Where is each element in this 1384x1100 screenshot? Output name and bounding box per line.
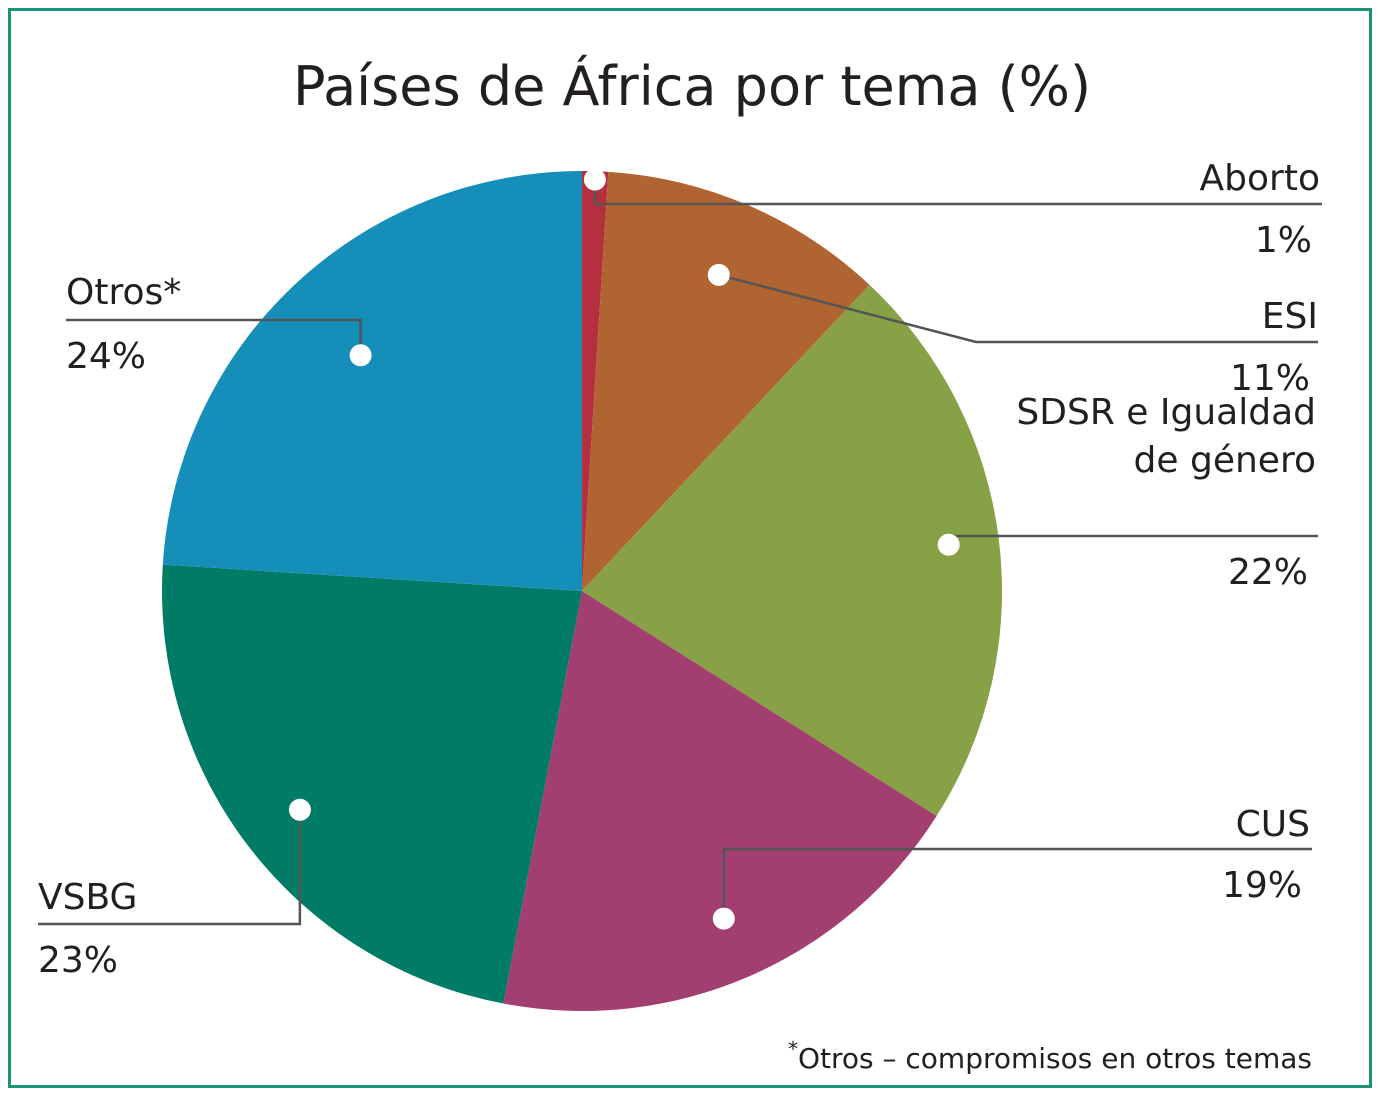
slice-marker-1 <box>707 263 730 286</box>
slice-labels: Aborto 1% ESI 11%SDSR e Igualdad de género 22… <box>38 158 1320 981</box>
slice-marker-2 <box>937 533 960 556</box>
slice-value-1: 11% <box>1230 358 1310 399</box>
slice-value-4: 23% <box>38 940 118 981</box>
slice-value-0: 1% <box>1255 220 1312 261</box>
slice-label-2-line-1: de género <box>1134 440 1316 481</box>
leader-line-2 <box>947 534 1318 545</box>
slice-marker-4 <box>288 798 311 821</box>
slice-value-3: 19% <box>1222 865 1302 906</box>
leader-line-3 <box>722 847 1312 919</box>
pie-slice-0 <box>582 171 609 591</box>
pie-slice-1 <box>582 171 870 591</box>
slice-label-1-line-0: ESI <box>1262 296 1318 337</box>
footnote-mark: * <box>788 1037 798 1061</box>
footnote-text: Otros – compromisos en otros temas <box>798 1042 1312 1075</box>
footnote: *Otros – compromisos en otros temas <box>788 1037 1312 1075</box>
pie-slice-5 <box>162 171 582 591</box>
slice-label-0-line-0: Aborto <box>1200 158 1320 199</box>
leader-line-5 <box>66 318 362 356</box>
pie-slice-3 <box>503 591 937 1012</box>
slice-label-4-line-0: VSBG <box>38 877 137 918</box>
leader-lines <box>38 168 1322 930</box>
slice-label-2-line-0: SDSR e Igualdad <box>1016 392 1316 433</box>
pie-slices <box>162 171 1003 1012</box>
slice-label-3-line-0: CUS <box>1236 804 1310 845</box>
slice-marker-0 <box>583 168 606 191</box>
slice-marker-5 <box>349 344 372 367</box>
slice-marker-3 <box>712 907 735 930</box>
pie-slice-4 <box>162 564 582 1004</box>
leader-line-4 <box>38 809 302 926</box>
pie-slice-2 <box>582 284 1003 817</box>
slice-value-5: 24% <box>66 336 146 377</box>
slice-label-5-line-0: Otros* <box>66 272 181 313</box>
chart-title: Países de África por tema (%) <box>293 55 1091 118</box>
slice-value-2: 22% <box>1228 552 1308 593</box>
leader-line-1 <box>718 273 1318 344</box>
